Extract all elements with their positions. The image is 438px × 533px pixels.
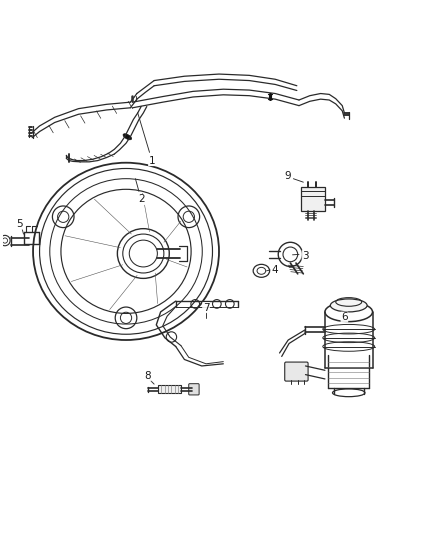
Ellipse shape	[123, 134, 131, 140]
Text: 9: 9	[284, 171, 291, 181]
FancyBboxPatch shape	[189, 384, 199, 395]
Ellipse shape	[330, 299, 367, 312]
FancyBboxPatch shape	[301, 188, 325, 211]
Text: 2: 2	[135, 179, 145, 205]
Text: 4: 4	[272, 265, 279, 275]
Text: 8: 8	[145, 371, 151, 381]
FancyBboxPatch shape	[285, 362, 308, 381]
Text: 3: 3	[302, 251, 309, 261]
Text: 7: 7	[203, 303, 209, 312]
Text: 5: 5	[16, 219, 22, 229]
Text: 6: 6	[341, 312, 348, 322]
Text: 1: 1	[138, 112, 155, 166]
FancyBboxPatch shape	[159, 384, 181, 393]
